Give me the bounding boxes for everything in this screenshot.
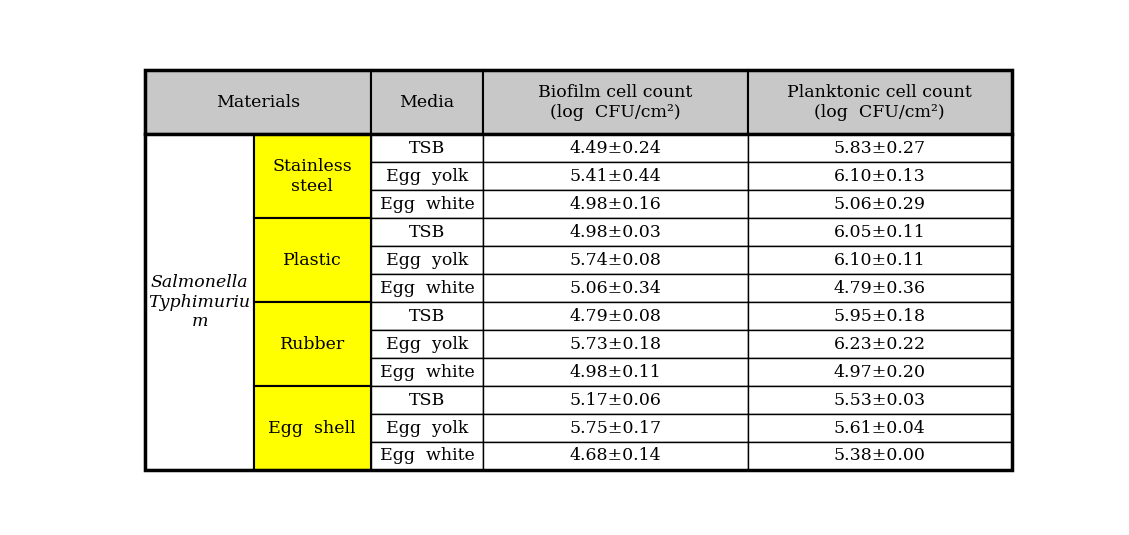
Bar xyxy=(370,358,483,386)
Bar xyxy=(483,71,747,134)
Bar xyxy=(254,386,370,470)
Bar xyxy=(370,302,483,330)
Bar xyxy=(747,218,1012,246)
Bar xyxy=(254,302,370,386)
Bar xyxy=(483,162,747,190)
Bar xyxy=(254,218,370,302)
Text: 6.10±0.13: 6.10±0.13 xyxy=(833,168,926,185)
Text: 4.98±0.03: 4.98±0.03 xyxy=(569,224,662,241)
Bar xyxy=(483,218,747,246)
Text: 5.38±0.00: 5.38±0.00 xyxy=(833,447,926,464)
Text: 5.53±0.03: 5.53±0.03 xyxy=(833,392,926,409)
Bar xyxy=(370,386,483,414)
Text: 5.74±0.08: 5.74±0.08 xyxy=(569,251,662,269)
Bar xyxy=(483,274,747,302)
Bar xyxy=(483,134,747,162)
Text: 4.98±0.16: 4.98±0.16 xyxy=(569,196,662,213)
Text: 4.79±0.08: 4.79±0.08 xyxy=(569,308,662,325)
Bar xyxy=(370,442,483,470)
Text: Egg  yolk: Egg yolk xyxy=(386,335,469,353)
Bar xyxy=(747,442,1012,470)
Bar xyxy=(483,386,747,414)
Bar xyxy=(747,302,1012,330)
Text: Egg  white: Egg white xyxy=(379,280,474,296)
Bar xyxy=(747,358,1012,386)
Bar xyxy=(747,330,1012,358)
Bar xyxy=(483,358,747,386)
Bar xyxy=(370,134,483,162)
Bar xyxy=(483,190,747,218)
Text: TSB: TSB xyxy=(409,308,445,325)
Text: Biofilm cell count
(log  CFU/cm²): Biofilm cell count (log CFU/cm²) xyxy=(539,84,692,121)
Text: Egg  white: Egg white xyxy=(379,364,474,380)
Text: 6.05±0.11: 6.05±0.11 xyxy=(833,224,926,241)
Text: 4.98±0.11: 4.98±0.11 xyxy=(569,364,662,380)
Text: 5.06±0.34: 5.06±0.34 xyxy=(569,280,662,296)
Text: TSB: TSB xyxy=(409,140,445,157)
Bar xyxy=(747,246,1012,274)
Text: 4.79±0.36: 4.79±0.36 xyxy=(833,280,926,296)
Bar xyxy=(483,246,747,274)
Text: Egg  yolk: Egg yolk xyxy=(386,251,469,269)
Bar xyxy=(370,246,483,274)
Text: 4.49±0.24: 4.49±0.24 xyxy=(569,140,662,157)
Bar xyxy=(483,302,747,330)
Text: Egg  white: Egg white xyxy=(379,447,474,464)
Bar xyxy=(747,162,1012,190)
Bar xyxy=(747,274,1012,302)
Text: Media: Media xyxy=(400,94,455,111)
Text: 5.75±0.17: 5.75±0.17 xyxy=(569,419,662,437)
Text: Egg  white: Egg white xyxy=(379,196,474,213)
Text: 5.41±0.44: 5.41±0.44 xyxy=(569,168,662,185)
Bar xyxy=(370,274,483,302)
Text: Planktonic cell count
(log  CFU/cm²): Planktonic cell count (log CFU/cm²) xyxy=(787,84,972,121)
Text: Rubber: Rubber xyxy=(280,335,344,353)
Text: 5.73±0.18: 5.73±0.18 xyxy=(569,335,662,353)
Text: 4.97±0.20: 4.97±0.20 xyxy=(833,364,926,380)
Bar xyxy=(747,71,1012,134)
Bar xyxy=(370,414,483,442)
Text: Egg  yolk: Egg yolk xyxy=(386,168,469,185)
Bar xyxy=(370,162,483,190)
Bar xyxy=(370,330,483,358)
Bar xyxy=(370,190,483,218)
Bar xyxy=(483,442,747,470)
Bar xyxy=(747,134,1012,162)
Text: Materials: Materials xyxy=(216,94,300,111)
Text: Stainless
steel: Stainless steel xyxy=(272,158,352,195)
Bar xyxy=(483,414,747,442)
Text: Salmonella
Typhimuriu
m: Salmonella Typhimuriu m xyxy=(149,274,251,330)
Text: Egg  shell: Egg shell xyxy=(269,419,356,437)
Text: 5.17±0.06: 5.17±0.06 xyxy=(569,392,662,409)
Text: Egg  yolk: Egg yolk xyxy=(386,419,469,437)
Bar xyxy=(146,134,254,470)
Text: 5.61±0.04: 5.61±0.04 xyxy=(833,419,926,437)
Bar xyxy=(483,330,747,358)
Bar xyxy=(146,71,370,134)
Text: 6.23±0.22: 6.23±0.22 xyxy=(833,335,926,353)
Text: TSB: TSB xyxy=(409,392,445,409)
Bar xyxy=(254,134,370,218)
Text: TSB: TSB xyxy=(409,224,445,241)
Bar xyxy=(370,71,483,134)
Bar xyxy=(747,386,1012,414)
Bar xyxy=(370,218,483,246)
Text: 6.10±0.11: 6.10±0.11 xyxy=(834,251,926,269)
Text: 4.68±0.14: 4.68±0.14 xyxy=(570,447,662,464)
Text: 5.83±0.27: 5.83±0.27 xyxy=(833,140,926,157)
Text: Plastic: Plastic xyxy=(283,251,342,269)
Text: 5.95±0.18: 5.95±0.18 xyxy=(833,308,926,325)
Bar xyxy=(747,190,1012,218)
Bar xyxy=(747,414,1012,442)
Text: 5.06±0.29: 5.06±0.29 xyxy=(833,196,926,213)
